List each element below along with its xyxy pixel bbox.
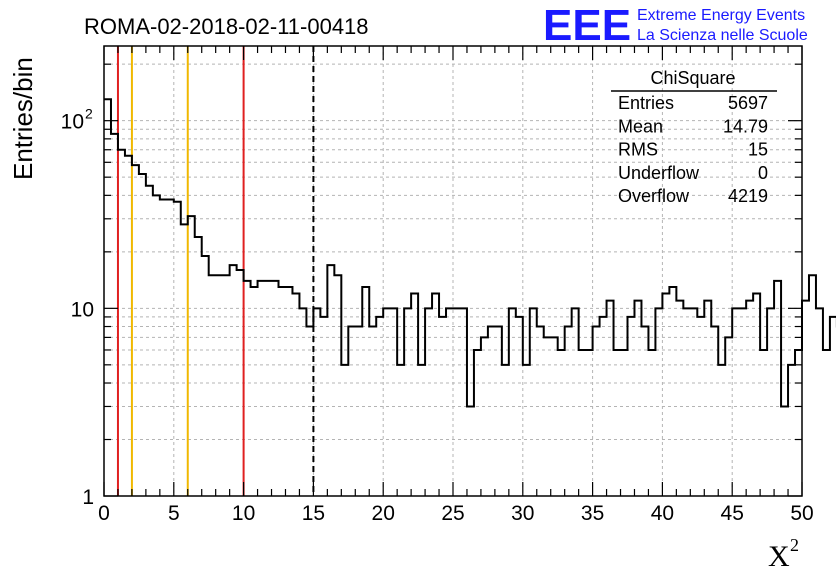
stats-rows: Entries 5697 Mean 14.79 RMS 15 Underflow 0 Overf… <box>618 93 768 206</box>
eee-logo-mark: EEE <box>543 1 631 50</box>
axes <box>103 45 803 497</box>
eee-logo: EEE Extreme Energy Events La Scienza nel… <box>543 1 808 50</box>
stats-value: 15 <box>748 140 768 160</box>
chart-title: ROMA-02-2018-02-11-00418 <box>84 14 369 39</box>
cut-lines <box>116 46 315 496</box>
y-tick-label: 10 <box>61 111 84 134</box>
x-axis-label-superscript: 2 <box>790 535 799 555</box>
stats-value: 5697 <box>728 93 768 113</box>
stats-value: 14.79 <box>723 116 768 136</box>
eee-logo-line2: La Scienza nelle Scuole <box>637 27 808 44</box>
x-tick-label: 15 <box>302 502 325 525</box>
stats-box: ChiSquare Entries 5697 Mean 14.79 RMS 15 Under… <box>611 68 777 206</box>
stats-label: Overflow <box>618 186 690 206</box>
stats-value: 4219 <box>728 186 768 206</box>
x-tick-label: 25 <box>441 502 464 525</box>
x-tick-label: 20 <box>372 502 395 525</box>
stats-label: Mean <box>618 116 663 136</box>
x-tick-label: 35 <box>581 502 604 525</box>
x-axis-label-base: X <box>768 540 790 572</box>
stats-title: ChiSquare <box>650 68 735 88</box>
x-tick-labels: 0 5 10 15 20 25 30 35 40 45 50 <box>98 502 814 525</box>
x-tick-label: 5 <box>168 502 180 525</box>
x-axis-label: X 2 <box>768 535 799 572</box>
x-tick-label: 40 <box>651 502 674 525</box>
stats-label: RMS <box>618 140 658 160</box>
stats-label: Underflow <box>618 163 700 183</box>
histogram-line <box>104 98 836 408</box>
x-tick-label: 50 <box>790 502 813 525</box>
x-tick-label: 30 <box>511 502 534 525</box>
x-tick-label: 45 <box>721 502 744 525</box>
stats-value: 0 <box>758 163 768 183</box>
y-tick-label-exponent: 2 <box>85 106 93 122</box>
y-tick-label: 1 <box>82 486 94 509</box>
stats-label: Entries <box>618 93 674 113</box>
grid-lines <box>104 46 802 496</box>
eee-logo-line1: Extreme Energy Events <box>637 7 805 24</box>
histogram-series <box>104 98 836 408</box>
y-axis-label: Entries/bin <box>8 57 38 180</box>
x-tick-label: 0 <box>98 502 110 525</box>
y-tick-label: 10 <box>71 298 94 321</box>
x-tick-label: 10 <box>232 502 255 525</box>
